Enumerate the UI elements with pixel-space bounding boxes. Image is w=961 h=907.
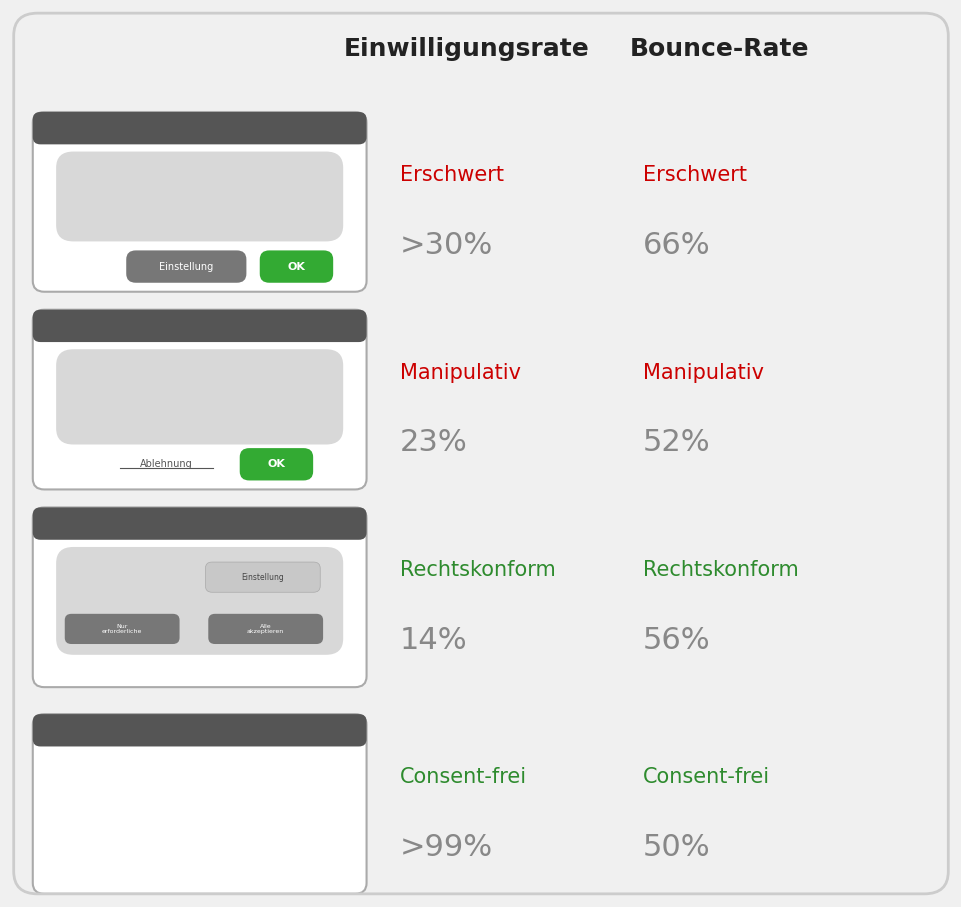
FancyBboxPatch shape <box>33 112 366 144</box>
Text: Rechtskonform: Rechtskonform <box>400 561 555 580</box>
Text: Einstellung: Einstellung <box>159 261 213 271</box>
Text: Ablehnung: Ablehnung <box>139 459 192 469</box>
FancyBboxPatch shape <box>33 714 366 746</box>
FancyBboxPatch shape <box>56 547 343 655</box>
Text: Einstellung: Einstellung <box>241 572 283 581</box>
FancyBboxPatch shape <box>126 250 246 283</box>
Text: 56%: 56% <box>643 626 710 655</box>
FancyBboxPatch shape <box>33 309 366 490</box>
Text: Erschwert: Erschwert <box>400 165 504 185</box>
FancyBboxPatch shape <box>56 151 343 241</box>
Text: Consent-frei: Consent-frei <box>643 767 770 787</box>
FancyBboxPatch shape <box>33 309 366 342</box>
Text: Manipulativ: Manipulativ <box>400 363 521 383</box>
Text: >99%: >99% <box>400 833 493 862</box>
Text: OK: OK <box>267 459 285 469</box>
Text: 23%: 23% <box>400 428 467 457</box>
FancyBboxPatch shape <box>259 250 333 283</box>
Text: Erschwert: Erschwert <box>643 165 747 185</box>
FancyBboxPatch shape <box>56 349 343 444</box>
Text: Nur
erforderliche: Nur erforderliche <box>102 623 142 634</box>
FancyBboxPatch shape <box>64 614 180 644</box>
Text: Consent-frei: Consent-frei <box>400 767 527 787</box>
FancyBboxPatch shape <box>206 562 320 592</box>
Text: >30%: >30% <box>400 230 493 259</box>
Text: Alle
akzeptieren: Alle akzeptieren <box>247 623 284 634</box>
FancyBboxPatch shape <box>33 714 366 893</box>
Text: 14%: 14% <box>400 626 467 655</box>
Text: Bounce-Rate: Bounce-Rate <box>629 37 808 61</box>
FancyBboxPatch shape <box>33 507 366 540</box>
Text: 52%: 52% <box>643 428 710 457</box>
Text: Rechtskonform: Rechtskonform <box>643 561 798 580</box>
Text: Manipulativ: Manipulativ <box>643 363 763 383</box>
FancyBboxPatch shape <box>239 448 313 481</box>
Text: Einwilligungsrate: Einwilligungsrate <box>343 37 589 61</box>
FancyBboxPatch shape <box>33 112 366 292</box>
FancyBboxPatch shape <box>33 507 366 688</box>
Text: 50%: 50% <box>643 833 710 862</box>
Text: OK: OK <box>287 261 305 271</box>
Text: 66%: 66% <box>643 230 710 259</box>
FancyBboxPatch shape <box>209 614 323 644</box>
